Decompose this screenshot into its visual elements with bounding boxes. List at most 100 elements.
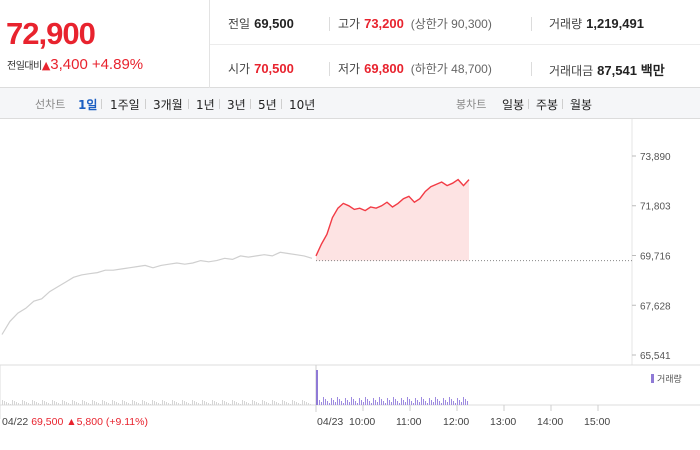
prev-volume-bar <box>214 401 215 405</box>
prev-volume-bar <box>146 402 147 405</box>
prev-volume-bar <box>206 402 207 405</box>
today-volume-bar <box>455 403 456 405</box>
today-line <box>315 178 470 257</box>
today-volume-bar <box>379 397 380 405</box>
today-volume-bar <box>373 398 374 405</box>
stat-open: 시가 70,500 <box>228 60 294 77</box>
today-volume-bar <box>425 401 426 405</box>
prev-volume-bar <box>304 401 305 405</box>
lower-limit-label: 하한가 <box>414 62 448 76</box>
today-volume-bar <box>463 397 464 405</box>
volume-legend-label: 거래량 <box>657 373 682 385</box>
prev-volume-bar <box>234 401 235 405</box>
tab-1-year[interactable]: 1년 <box>196 98 215 112</box>
today-volume-bar <box>335 402 336 405</box>
prev-volume-bar <box>94 401 95 405</box>
divider <box>281 99 282 109</box>
chart-period-tabs: 선차트 1일 1주일 3개월 1년 3년 5년 10년 봉차트 일봉 주봉 월봉 <box>0 88 700 119</box>
prev-volume-bar <box>90 404 91 405</box>
today-volume-bar <box>357 403 358 405</box>
today-volume-bar <box>331 398 332 405</box>
prev-volume-bar <box>132 400 133 405</box>
tab-1-day[interactable]: 1일 <box>78 98 98 112</box>
prev-volume-bar <box>226 402 227 405</box>
prev-volume-bar <box>88 403 89 405</box>
prev-volume-bar <box>232 400 233 405</box>
today-volume-bar <box>349 402 350 405</box>
today-volume-bar <box>363 402 364 405</box>
stat-volume: 거래량 1,219,491 <box>549 15 644 32</box>
prev-volume-bar <box>290 404 291 405</box>
today-volume-bar <box>343 403 344 405</box>
tab-daily-candle[interactable]: 일봉 <box>502 98 525 112</box>
today-volume-bar <box>365 397 366 405</box>
prev-volume-bar <box>194 401 195 405</box>
prev-volume-bar <box>112 400 113 405</box>
prev-volume-bar <box>302 400 303 405</box>
stat-label: 전일 <box>228 17 251 31</box>
prev-volume-bar <box>160 404 161 405</box>
y-tick-label: 65,541 <box>640 351 671 362</box>
prev-volume-bar <box>28 403 29 405</box>
y-tick-label: 73,890 <box>640 152 671 163</box>
prev-volume-bar <box>124 401 125 405</box>
stats-row-divider <box>210 44 700 45</box>
prev-volume-bar <box>248 403 249 405</box>
today-volume-bar <box>355 401 356 405</box>
prev-volume-bar <box>272 400 273 405</box>
stat-prev-close: 전일 69,500 <box>228 15 294 32</box>
divider <box>531 17 532 31</box>
prev-volume-bar <box>42 400 43 405</box>
price-chart: 73,890 71,803 69,716 67,628 65,541 거래량 04/23 10… <box>0 119 700 428</box>
line-chart-label: 선차트 <box>35 98 66 111</box>
y-tick-label: 69,716 <box>640 251 671 262</box>
prev-volume-bar <box>244 401 245 405</box>
prev-volume-bar <box>108 403 109 405</box>
today-volume-bar <box>453 401 454 405</box>
prev-volume-bar <box>220 404 221 405</box>
today-volume-bar <box>371 403 372 405</box>
prev-volume-bar <box>200 404 201 405</box>
tab-3-years[interactable]: 3년 <box>227 98 246 112</box>
today-volume-bar <box>323 397 324 405</box>
tab-monthly-candle[interactable]: 월봉 <box>570 98 593 112</box>
today-volume-bar <box>411 401 412 405</box>
prev-volume-bar <box>164 401 165 405</box>
tab-5-years[interactable]: 5년 <box>258 98 277 112</box>
tab-weekly-candle[interactable]: 주봉 <box>536 98 559 112</box>
today-volume-bar <box>449 397 450 405</box>
prev-volume-bar <box>54 401 55 405</box>
prev-volume-bar <box>166 402 167 405</box>
tab-10-years[interactable]: 10년 <box>289 98 316 112</box>
prev-volume-bar <box>278 403 279 405</box>
prev-volume-bar <box>52 400 53 405</box>
prev-volume-bar <box>64 401 65 405</box>
today-volume-bar <box>353 399 354 405</box>
prev-volume-bar <box>24 401 25 405</box>
prev-volume-bar <box>204 401 205 405</box>
today-volume-bar <box>339 399 340 405</box>
today-volume-bar <box>413 403 414 405</box>
up-triangle-icon: ▲ <box>41 59 51 72</box>
tab-3-months[interactable]: 3개월 <box>153 98 183 112</box>
prev-volume-bar <box>282 400 283 405</box>
stat-value: 87,541 <box>597 63 637 78</box>
stat-low: 저가 69,800 (하한가 48,700) <box>338 60 492 77</box>
prev-volume-bar <box>308 403 309 405</box>
prev-volume-bar <box>158 403 159 405</box>
prev-volume-bar <box>116 402 117 405</box>
upper-limit-value: 90,300 <box>451 17 488 31</box>
prev-volume-bar <box>60 404 61 405</box>
prev-volume-bar <box>144 401 145 405</box>
today-volume-bar <box>393 397 394 405</box>
prev-volume-bar <box>172 400 173 405</box>
price-summary: 72,900 전일대비▲3,400 +4.89% <box>0 0 210 88</box>
today-volume-bar <box>399 403 400 405</box>
tab-1-week[interactable]: 1주일 <box>110 98 140 112</box>
prev-day-change: 5,800 <box>77 416 106 428</box>
today-volume-bar <box>451 399 452 405</box>
prev-volume-bar <box>148 403 149 405</box>
today-volume-bar <box>385 403 386 405</box>
today-volume-bar <box>319 400 320 405</box>
prev-volume-bar <box>242 400 243 405</box>
